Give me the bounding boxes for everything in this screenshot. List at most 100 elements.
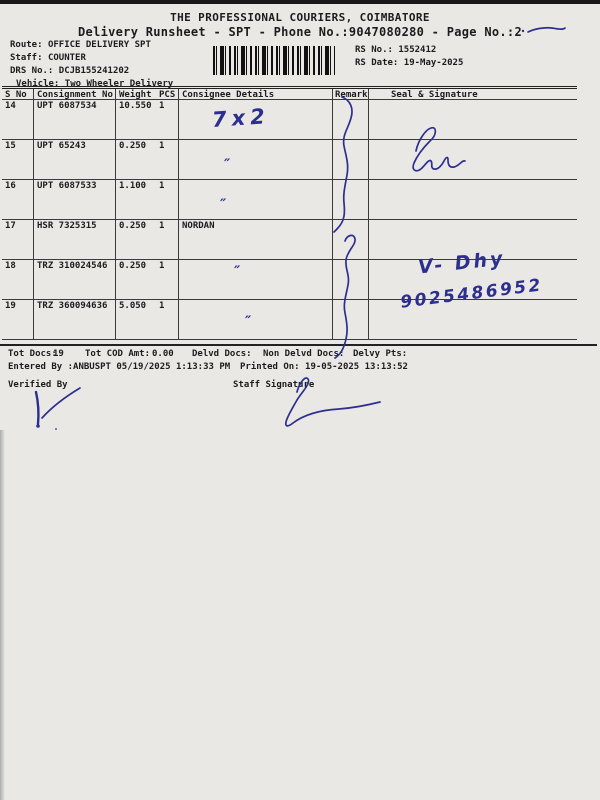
handwritten-ditto-mark: ″ [245,314,252,330]
cell-seal-signature [368,140,577,180]
col-header-consignee-details: Consignee Details [178,89,332,100]
tot-docs-value: 19 [53,349,64,359]
rs-no-label: RS No.: [355,45,393,55]
route-line: Route: OFFICE DELIVERY SPT [10,40,151,50]
drs-no-value: DCJB155241202 [58,66,130,76]
cell-consignment-no: HSR 7325315 [33,220,115,260]
cell-pcs: 1 [159,261,165,271]
table-header-row: S No Consignment No Weight PCS Consignee … [2,89,577,100]
cell-consignment-no: UPT 65243 [33,140,115,180]
drs-no-label: DRS No.: [10,66,54,76]
scanner-edge-artifact-left [0,430,5,800]
table-row: 17 HSR 7325315 0.250 1 NORDAN [2,220,577,260]
cell-weight-pcs: 0.250 1 [115,140,178,180]
cell-consignee [178,260,332,300]
handwritten-ditto-mark: ″ [234,264,241,280]
rs-no-line: RS No.: 1552412 [355,45,436,55]
rs-no-value: 1552412 [398,45,437,55]
route-label: Route: [10,40,43,50]
cell-seal-signature [368,220,577,260]
cell-remarks [332,260,368,300]
col-header-seal-signature: Seal & Signature [368,89,577,100]
delvy-pts-label: Delvy Pts: [353,349,408,359]
cell-pcs: 1 [159,221,165,231]
tot-docs-label: Tot Docs: [8,349,57,359]
cell-consignee [178,300,332,340]
cell-seal-signature [368,180,577,220]
cell-s-no: 17 [2,220,33,260]
cell-seal-signature [368,100,577,140]
col-header-weight-pcs: Weight PCS [115,89,178,100]
cell-consignee [178,100,332,140]
cell-s-no: 19 [2,300,33,340]
cell-weight-pcs: 0.250 1 [115,260,178,300]
cell-s-no: 16 [2,180,33,220]
cell-consignee [178,180,332,220]
vehicle-line: Vehicle: Two Wheeler Delivery [16,79,173,89]
table-bottom-rule [0,344,597,346]
rs-date-line: RS Date: 19-May-2025 [355,58,463,68]
cell-remarks [332,180,368,220]
cell-pcs: 1 [159,141,165,151]
cell-consignee: NORDAN [178,220,332,260]
table-row: 14 UPT 6087534 10.550 1 [2,100,577,140]
document-title: Delivery Runsheet - SPT - Phone No.:9047… [78,25,522,39]
table-row: 19 TRZ 360094636 5.050 1 [2,300,577,340]
cell-weight: 1.100 [119,181,147,191]
cell-consignment-no: TRZ 310024546 [33,260,115,300]
company-title: THE PROFESSIONAL COURIERS, COIMBATORE [170,11,430,24]
handwritten-ditto-mark: ″ [224,157,231,173]
cell-seal-signature [368,300,577,340]
cell-weight-pcs: 10.550 1 [115,100,178,140]
cell-weight-pcs: 0.250 1 [115,220,178,260]
cell-consignment-no: UPT 6087534 [33,100,115,140]
cell-remarks [332,300,368,340]
table-row: 15 UPT 65243 0.250 1 [2,140,577,180]
cell-remarks [332,100,368,140]
staff-signature-label: Staff Signature [233,380,315,390]
vehicle-label: Vehicle: [16,79,60,89]
cell-consignment-no: TRZ 360094636 [33,300,115,340]
cell-s-no: 14 [2,100,33,140]
col-header-s-no: S No [2,89,33,100]
cell-weight: 5.050 [119,301,147,311]
cell-remarks [332,220,368,260]
verified-by-signature [34,387,81,430]
cell-weight: 0.250 [119,141,147,151]
cell-s-no: 15 [2,140,33,180]
cell-weight-pcs: 5.050 1 [115,300,178,340]
non-delvd-docs-label: Non Delvd Docs: [263,349,345,359]
printed-on-line: Printed On: 19-05-2025 13:13:52 [240,362,408,372]
tot-cod-label: Tot COD Amt: [85,349,151,359]
cell-seal-signature [368,260,577,300]
cell-s-no: 18 [2,260,33,300]
drs-no-line: DRS No.: DCJB155241202 [10,66,129,76]
consignment-table: S No Consignment No Weight PCS Consignee … [2,86,577,340]
col-header-remarks: Remarks [332,89,368,100]
rs-date-value: 19-May-2025 [403,58,464,68]
col-header-weight: Weight [119,90,152,100]
tot-cod-value: 0.00 [152,349,174,359]
rs-date-label: RS Date: [355,58,399,68]
cell-consignment-no: UPT 6087533 [33,180,115,220]
cell-weight: 0.250 [119,261,147,271]
cell-weight: 10.550 [119,101,152,111]
cell-pcs: 1 [159,101,165,111]
handwritten-consignee-note: 7x2 [211,104,271,132]
cell-consignee [178,140,332,180]
col-header-consignment-no: Consignment No [33,89,115,100]
entered-by-line: Entered By :ANBUSPT 05/19/2025 1:13:33 P… [8,362,231,372]
delvd-docs-label: Delvd Docs: [192,349,252,359]
cell-weight-pcs: 1.100 1 [115,180,178,220]
vehicle-value: Two Wheeler Delivery [64,79,174,89]
handwritten-ditto-mark: ″ [220,197,227,213]
cell-pcs: 1 [159,181,165,191]
staff-label: Staff: [10,53,43,63]
drs-barcode-icon [213,46,335,75]
cell-weight: 0.250 [119,221,147,231]
verified-by-label: Verified By [8,380,68,390]
staff-value: COUNTER [47,53,86,63]
cell-remarks [332,140,368,180]
table-row: 16 UPT 6087533 1.100 1 [2,180,577,220]
